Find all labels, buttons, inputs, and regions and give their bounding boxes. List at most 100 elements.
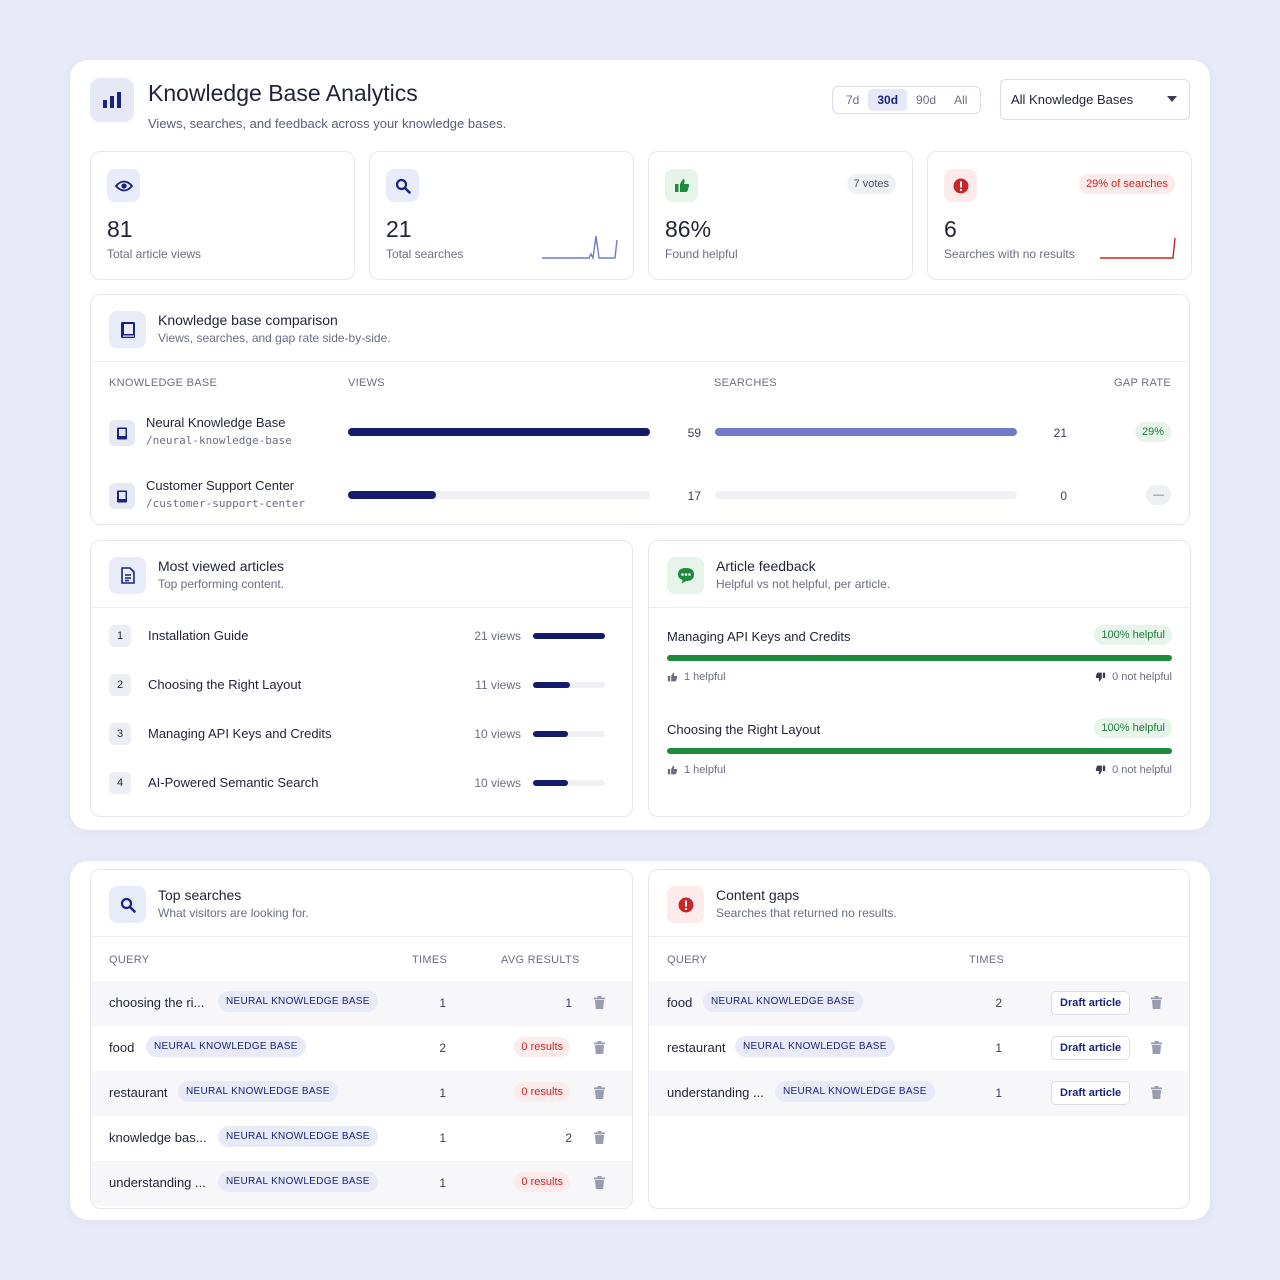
table-row[interactable]: food NEURAL KNOWLEDGE BASE 2 0 results xyxy=(91,1026,632,1071)
times-value: 2 xyxy=(995,996,1002,1010)
kb-comparison-card: Knowledge base comparison Views, searche… xyxy=(90,294,1190,525)
helpful-text: 1 helpful xyxy=(684,671,726,683)
rank-badge: 2 xyxy=(109,674,131,696)
times-value: 1 xyxy=(439,1131,446,1145)
trash-icon[interactable] xyxy=(594,996,605,1009)
views-bar-fill xyxy=(533,731,568,737)
trash-icon[interactable] xyxy=(594,1041,605,1054)
table-row[interactable]: restaurant NEURAL KNOWLEDGE BASE 1 0 res… xyxy=(91,1071,632,1116)
trash-icon[interactable] xyxy=(1151,1041,1162,1054)
draft-article-button[interactable]: Draft article xyxy=(1051,991,1131,1015)
kb-tag: NEURAL KNOWLEDGE BASE xyxy=(218,1171,378,1192)
range-7d-button[interactable]: 7d xyxy=(846,93,860,107)
helpful-bar xyxy=(667,748,1172,754)
views-bar xyxy=(533,780,605,786)
helpful-count: 1 helpful xyxy=(667,764,726,776)
divider xyxy=(91,936,632,937)
document-icon xyxy=(109,557,146,594)
rank-badge: 3 xyxy=(109,723,131,745)
stat-value: 6 xyxy=(944,216,957,242)
table-row[interactable]: restaurant NEURAL KNOWLEDGE BASE 1 Draft… xyxy=(649,1026,1189,1071)
kb-tag: NEURAL KNOWLEDGE BASE xyxy=(146,1036,306,1057)
analytics-panel: Knowledge Base Analytics Views, searches… xyxy=(70,60,1210,830)
col-header-times: TIMES xyxy=(412,954,448,966)
table-row[interactable]: food NEURAL KNOWLEDGE BASE 2 Draft artic… xyxy=(649,981,1189,1026)
comparison-row[interactable]: Customer Support Center /customer-suppor… xyxy=(91,472,1189,512)
draft-article-button[interactable]: Draft article xyxy=(1051,1036,1131,1060)
article-row[interactable]: 2 Choosing the Right Layout 11 views xyxy=(91,670,632,700)
percent-badge: 29% of searches xyxy=(1079,174,1175,194)
views-bar xyxy=(348,428,650,436)
draft-article-button[interactable]: Draft article xyxy=(1051,1081,1131,1105)
stat-value: 21 xyxy=(386,216,412,242)
avg-results: 1 xyxy=(565,996,572,1010)
col-header-searches: SEARCHES xyxy=(714,377,777,389)
avg-results: 2 xyxy=(565,1131,572,1145)
thumbs-up-icon xyxy=(667,672,678,682)
article-row[interactable]: 1 Installation Guide 21 views xyxy=(91,621,632,651)
views-bar xyxy=(533,682,605,688)
trash-icon[interactable] xyxy=(594,1176,605,1189)
times-value: 1 xyxy=(995,1086,1002,1100)
thumbs-up-icon xyxy=(667,765,678,775)
table-row[interactable]: understanding ... NEURAL KNOWLEDGE BASE … xyxy=(91,1161,632,1206)
article-row[interactable]: 3 Managing API Keys and Credits 10 views xyxy=(91,719,632,749)
votes-badge: 7 votes xyxy=(846,174,896,194)
article-views: 21 views xyxy=(474,629,521,643)
card-subtitle: Searches that returned no results. xyxy=(716,906,897,920)
feedback-article-title: Choosing the Right Layout xyxy=(667,722,821,737)
trash-icon[interactable] xyxy=(594,1131,605,1144)
searches-bar xyxy=(715,428,1017,436)
stat-card-views: 81 Total article views xyxy=(90,151,355,280)
stat-value: 81 xyxy=(107,216,133,242)
table-row[interactable]: knowledge bas... NEURAL KNOWLEDGE BASE 1… xyxy=(91,1116,632,1161)
alert-icon xyxy=(667,886,704,923)
views-value: 17 xyxy=(687,489,701,503)
stat-card-searches: 21 Total searches xyxy=(369,151,634,280)
searches-value: 0 xyxy=(1060,489,1067,503)
search-icon xyxy=(386,169,419,202)
range-90d-button[interactable]: 90d xyxy=(916,93,937,107)
article-feedback-card: Article feedback Helpful vs not helpful,… xyxy=(648,540,1191,817)
card-subtitle: Helpful vs not helpful, per article. xyxy=(716,577,891,591)
article-row[interactable]: 4 AI-Powered Semantic Search 10 views xyxy=(91,768,632,798)
kb-select[interactable]: All Knowledge Bases xyxy=(1000,79,1190,120)
helpful-badge: 100% helpful xyxy=(1094,718,1172,738)
rank-badge: 4 xyxy=(109,772,131,794)
article-title: Choosing the Right Layout xyxy=(148,677,302,692)
query-text: choosing the ri... xyxy=(109,995,205,1010)
comparison-row[interactable]: Neural Knowledge Base /neural-knowledge-… xyxy=(91,409,1189,449)
stat-label: Total searches xyxy=(386,247,464,261)
thumbs-up-icon xyxy=(665,169,698,202)
stat-card-helpful: 7 votes 86% Found helpful xyxy=(648,151,913,280)
thumbs-down-icon xyxy=(1095,672,1106,682)
article-views: 11 views xyxy=(475,678,521,692)
divider xyxy=(91,361,1189,362)
card-subtitle: Top performing content. xyxy=(158,577,285,591)
trash-icon[interactable] xyxy=(1151,996,1162,1009)
card-subtitle: What visitors are looking for. xyxy=(158,906,309,920)
table-row[interactable]: understanding ... NEURAL KNOWLEDGE BASE … xyxy=(649,1071,1189,1116)
table-row[interactable]: choosing the ri... NEURAL KNOWLEDGE BASE… xyxy=(91,981,632,1026)
card-title: Article feedback xyxy=(716,558,816,574)
range-all-button[interactable]: All xyxy=(954,93,968,107)
col-header-views: VIEWS xyxy=(348,377,385,389)
trash-icon[interactable] xyxy=(594,1086,605,1099)
rank-badge: 1 xyxy=(109,625,131,647)
not-helpful-count: 0 not helpful xyxy=(1095,764,1172,776)
trash-icon[interactable] xyxy=(1151,1086,1162,1099)
card-title: Knowledge base comparison xyxy=(158,312,338,328)
range-selector: 7d 30d 90d All xyxy=(832,86,982,114)
page-subtitle: Views, searches, and feedback across you… xyxy=(148,116,507,131)
range-30d-button[interactable]: 30d xyxy=(868,89,908,111)
not-helpful-count: 0 not helpful xyxy=(1095,671,1172,683)
article-views: 10 views xyxy=(474,727,521,741)
query-text: food xyxy=(109,1040,135,1055)
stat-value: 86% xyxy=(665,216,712,242)
searches-sparkline xyxy=(542,235,618,260)
searches-bar-fill xyxy=(715,428,1017,436)
divider xyxy=(91,607,632,608)
article-title: Managing API Keys and Credits xyxy=(148,726,332,741)
views-bar xyxy=(348,491,650,499)
not-helpful-text: 0 not helpful xyxy=(1112,764,1172,776)
